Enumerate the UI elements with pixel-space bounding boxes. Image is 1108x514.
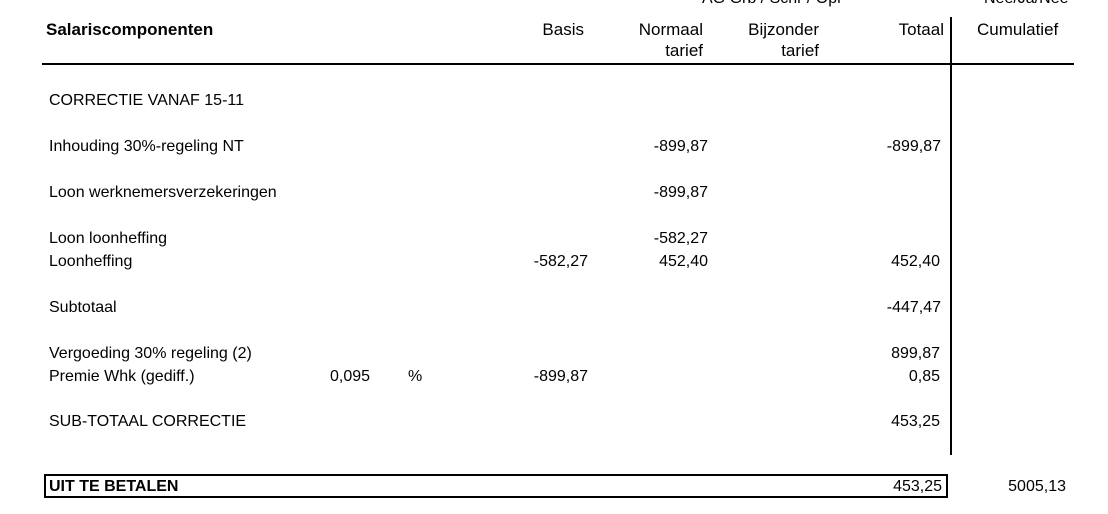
header-total: Totaal [898, 20, 944, 39]
top-cut-header-left: AG Grb / Schr / Opr [702, 0, 842, 8]
row-rate-premie-whk: 0,095 [330, 368, 371, 385]
footer-total: 453,25 [893, 478, 942, 495]
row-label-loon-loonheffing: Loon loonheffing [49, 230, 168, 247]
row-total-subtotaal: -447,47 [886, 299, 941, 316]
row-total-loonheffing: 452,40 [891, 253, 940, 270]
header-basis: Basis [542, 20, 584, 39]
row-label-vergoeding: Vergoeding 30% regeling (2) [49, 345, 252, 362]
row-label-premie-whk: Premie Whk (gediff.) [49, 368, 195, 385]
row-total-inhouding: -899,87 [886, 138, 941, 155]
row-normal-inhouding: -899,87 [653, 138, 708, 155]
top-cut-header-right: Nee/Ja/Nee [984, 0, 1069, 8]
header-components: Salariscomponenten [46, 20, 214, 39]
row-unit-premie-whk: % [408, 368, 423, 385]
footer-cumulative: 5005,13 [1008, 478, 1066, 495]
row-basis-premie-whk: -899,87 [533, 368, 588, 385]
header-rule [42, 63, 1074, 65]
header-normal-rate-line2: tarief [665, 41, 703, 60]
header-special-rate-line2: tarief [781, 41, 819, 60]
row-label-correctie: CORRECTIE VANAF 15-11 [49, 92, 245, 109]
row-normal-loon-wv: -899,87 [653, 184, 708, 201]
footer-label: UIT TE BETALEN [49, 478, 179, 495]
row-total-premie-whk: 0,85 [908, 368, 940, 385]
header-normal-rate-line1: Normaal [638, 20, 703, 39]
row-label-inhouding: Inhouding 30%-regeling NT [49, 138, 244, 155]
total-payable-box [44, 474, 948, 498]
total-column-divider [950, 17, 952, 455]
row-total-subtotaal-correctie: 453,25 [891, 413, 940, 430]
row-label-loon-wv: Loon werknemersverzekeringen [49, 184, 277, 201]
header-cumulative: Cumulatief [977, 20, 1059, 39]
row-label-loonheffing: Loonheffing [49, 253, 133, 270]
header-special-rate-line1: Bijzonder [748, 20, 819, 39]
row-normal-loon-loonheffing: -582,27 [653, 230, 708, 247]
row-label-subtotaal-correctie: SUB-TOTAAL CORRECTIE [49, 413, 247, 430]
row-total-vergoeding: 899,87 [891, 345, 940, 362]
row-label-subtotaal: Subtotaal [49, 299, 117, 316]
row-normal-loonheffing: 452,40 [659, 253, 708, 270]
row-basis-loonheffing: -582,27 [533, 253, 588, 270]
